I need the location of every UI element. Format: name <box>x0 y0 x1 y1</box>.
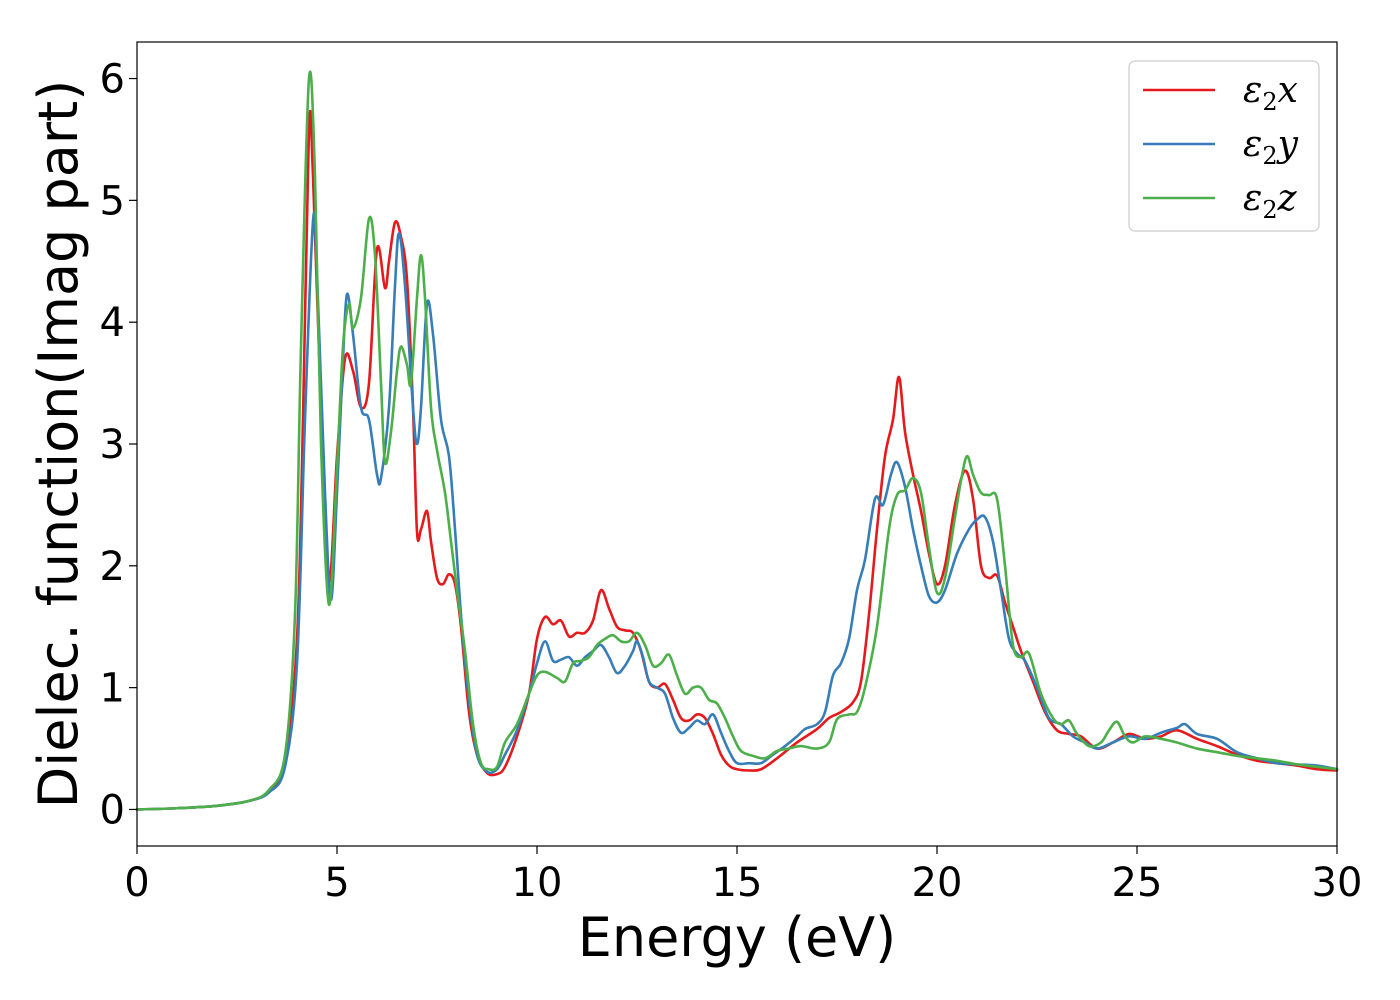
x-axis-title: Energy (eV) <box>578 906 897 969</box>
x-tick-label: 20 <box>912 860 963 906</box>
x-axis-ticks: 0 5 10 15 20 25 30 <box>124 846 1362 906</box>
y-tick-label: 2 <box>100 544 125 590</box>
x-tick-label: 30 <box>1312 860 1363 906</box>
x-tick-label: 5 <box>324 860 349 906</box>
y-tick-label: 1 <box>100 666 125 712</box>
legend: ε2x ε2y ε2z <box>1128 60 1320 232</box>
legend-box <box>1128 60 1320 232</box>
legend-label-eps2y: ε2y <box>1243 124 1299 170</box>
y-tick-label: 0 <box>100 787 125 833</box>
plot-lines <box>135 70 1339 811</box>
y-tick-label: 3 <box>100 422 125 468</box>
series-line-eps2z <box>135 70 1339 811</box>
legend-label-eps2z: ε2z <box>1243 178 1298 224</box>
x-tick-label: 0 <box>124 860 149 906</box>
y-tick-label: 4 <box>100 300 125 346</box>
y-axis-ticks: 0 1 2 3 4 5 6 <box>100 57 137 833</box>
x-tick-label: 15 <box>712 860 763 906</box>
y-tick-label: 6 <box>100 57 125 103</box>
y-axis-title: Dielec. function(Imag part) <box>27 80 90 809</box>
x-tick-label: 25 <box>1112 860 1163 906</box>
y-tick-label: 5 <box>100 178 125 224</box>
x-tick-label: 10 <box>512 860 563 906</box>
legend-label-eps2x: ε2x <box>1243 70 1298 116</box>
